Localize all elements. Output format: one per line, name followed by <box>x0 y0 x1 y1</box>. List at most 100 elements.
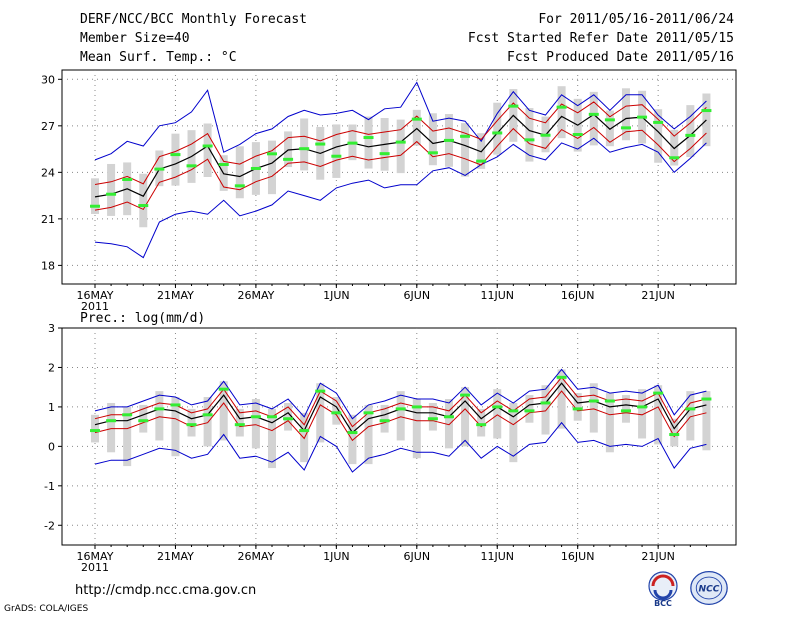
y-tick-label: 3 <box>48 322 55 335</box>
spread-box <box>364 116 373 169</box>
lower-spread-line <box>94 126 707 211</box>
source-url[interactable]: http://cmdp.ncc.cma.gov.cn <box>75 583 257 598</box>
spread-box <box>461 387 470 447</box>
spread-box <box>267 408 276 469</box>
y-tick-label: 21 <box>41 213 55 226</box>
y-tick-label: -2 <box>44 519 55 532</box>
spread-box <box>171 133 180 186</box>
spread-box <box>525 108 534 162</box>
x-tick-label: 6JUN <box>404 289 431 302</box>
spread-box <box>171 397 180 457</box>
y-tick-label: -1 <box>44 480 55 493</box>
bcc-logo: BCC <box>648 571 678 608</box>
x-tick-label: 26MAY <box>237 550 274 563</box>
spread-box <box>364 404 373 465</box>
spread-box <box>332 124 341 178</box>
x-tick-label: 16MAY <box>77 550 114 563</box>
x-tick-label: 16MAY <box>77 289 114 302</box>
ncc-logo-text: NCC <box>699 585 720 595</box>
max-envelope-line <box>94 368 707 420</box>
spread-box <box>557 369 566 429</box>
upper-spread-line <box>94 376 707 428</box>
spread-box <box>573 393 582 421</box>
plot-frame <box>61 327 737 546</box>
spread-box <box>316 383 325 443</box>
plot-frame <box>61 69 737 285</box>
y-tick-label: 2 <box>48 361 55 374</box>
spread-box <box>91 178 99 214</box>
x-year-label: 2011 <box>81 561 109 574</box>
spread-box <box>477 408 486 437</box>
spread-box <box>348 414 357 465</box>
min-envelope-line <box>94 137 707 259</box>
x-tick-label: 11JUN <box>480 289 514 302</box>
spread-box <box>702 391 711 451</box>
lower-spread-line <box>94 390 707 442</box>
min-envelope-line <box>94 421 707 473</box>
spread-box <box>123 406 132 467</box>
spread-box <box>187 408 196 437</box>
upper-spread-line <box>94 101 707 185</box>
ncc-logo: NCC <box>690 571 728 605</box>
spread-box <box>654 385 663 445</box>
spread-box <box>493 102 502 155</box>
spread-box <box>284 131 293 168</box>
x-tick-label: 16JUN <box>561 550 595 563</box>
y-tick-label: 1 <box>48 401 55 414</box>
spread-box <box>267 140 276 195</box>
spread-box <box>541 385 550 435</box>
spread-box <box>493 389 502 439</box>
y-tick-label: 24 <box>41 166 55 179</box>
spread-box <box>509 402 518 463</box>
spread-box <box>139 404 148 433</box>
x-tick-label: 21MAY <box>157 550 194 563</box>
spread-box <box>428 402 437 431</box>
spread-box <box>300 118 309 171</box>
spread-box <box>589 91 598 146</box>
x-tick-label: 21JUN <box>641 550 675 563</box>
x-year-label: 2011 <box>81 300 109 313</box>
spread-box <box>107 163 116 216</box>
spread-box <box>251 399 260 449</box>
spread-box <box>203 123 212 177</box>
spread-box <box>412 109 421 146</box>
y-tick-label: 30 <box>41 73 55 86</box>
spread-box <box>428 113 437 166</box>
y-tick-label: 0 <box>48 440 55 453</box>
spread-box <box>557 86 566 139</box>
member-size: Member Size=40 <box>80 31 190 46</box>
spread-box <box>380 404 389 433</box>
spread-box <box>219 381 228 441</box>
spread-box <box>235 146 244 199</box>
produced-date: Fcst Produced Date 2011/05/16 <box>507 50 734 65</box>
spread-box <box>203 397 212 447</box>
spread-box <box>670 418 679 447</box>
spread-box <box>525 395 534 423</box>
spread-box <box>605 393 614 453</box>
spread-box <box>461 123 470 177</box>
x-tick-label: 21MAY <box>157 289 194 302</box>
spread-box <box>638 389 647 439</box>
x-tick-label: 6JUN <box>404 550 431 563</box>
y-tick-label: 18 <box>41 259 55 272</box>
spread-box <box>284 402 293 431</box>
spread-box <box>412 399 421 459</box>
max-envelope-line <box>94 81 707 161</box>
spread-box <box>91 414 99 443</box>
spread-box <box>332 397 341 425</box>
spread-box <box>621 88 630 141</box>
x-tick-label: 16JUN <box>561 289 595 302</box>
spread-box <box>621 395 630 423</box>
spread-box <box>396 391 405 441</box>
spread-box <box>155 391 164 441</box>
spread-box <box>396 119 405 174</box>
x-tick-label: 21JUN <box>641 289 675 302</box>
x-tick-label: 26MAY <box>237 289 274 302</box>
spread-box <box>139 173 148 228</box>
bcc-logo-text: BCC <box>654 599 672 608</box>
chart-title: DERF/NCC/BCC Monthly Forecast <box>80 12 307 27</box>
spread-box <box>702 93 711 147</box>
spread-box <box>686 105 695 158</box>
y-tick-label: 27 <box>41 120 55 133</box>
